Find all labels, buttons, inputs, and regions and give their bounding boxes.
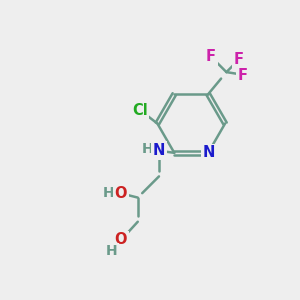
Text: Cl: Cl xyxy=(132,103,148,118)
Text: N: N xyxy=(202,145,215,160)
Text: O: O xyxy=(115,186,127,201)
Text: H: H xyxy=(106,244,117,258)
Text: H: H xyxy=(103,186,114,200)
Text: F: F xyxy=(206,49,216,64)
Text: F: F xyxy=(234,52,244,67)
Text: H: H xyxy=(142,142,154,156)
Text: N: N xyxy=(153,143,165,158)
Text: O: O xyxy=(115,232,127,247)
Text: F: F xyxy=(238,68,248,82)
